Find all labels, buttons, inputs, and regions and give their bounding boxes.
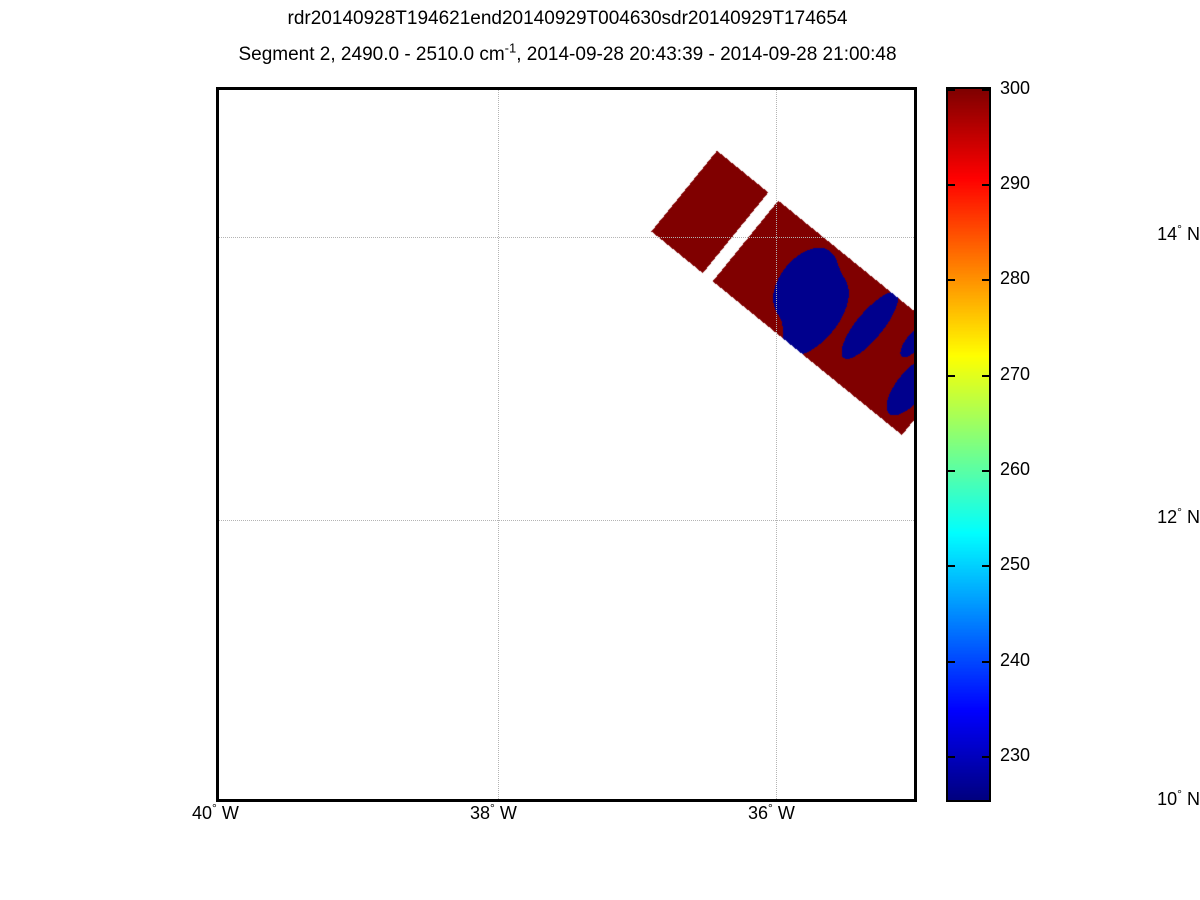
colorbar-tick-260 — [948, 470, 955, 472]
ytick-12n-direction: N — [1187, 507, 1200, 527]
degree-icon: ° — [768, 801, 773, 815]
xtick-38w-number: 38 — [470, 803, 491, 823]
xtick-40w-direction: W — [221, 803, 239, 823]
colorbar-label-230: 230 — [1000, 745, 1031, 765]
colorbar-label-270: 270 — [1000, 364, 1031, 384]
ytick-14n-number: 14 — [1157, 224, 1178, 244]
ytick-12n-number: 12 — [1157, 507, 1178, 527]
colorbar-label-250: 250 — [1000, 554, 1031, 574]
ytick-label-12n: 12° N — [992, 505, 1200, 528]
xtick-label-38w: 38° W — [470, 801, 517, 824]
colorbar-tick-280 — [982, 279, 989, 281]
colorbar-tick-250 — [948, 565, 955, 567]
figure-subtitle: Segment 2, 2490.0 - 2510.0 cm-1, 2014-09… — [0, 40, 1135, 66]
gridline-lon-38w — [498, 90, 499, 799]
colorbar-tick-300 — [982, 89, 989, 91]
ytick-label-10n: 10° N — [992, 787, 1200, 810]
degree-icon: ° — [212, 801, 217, 815]
ytick-10n-number: 10 — [1157, 789, 1178, 809]
xtick-36w-direction: W — [777, 803, 795, 823]
xtick-36w-number: 36 — [748, 803, 769, 823]
colorbar[interactable] — [946, 87, 991, 802]
colorbar-tick-240 — [982, 661, 989, 663]
degree-icon: ° — [490, 801, 495, 815]
colorbar-tick-300 — [948, 89, 955, 91]
colorbar-label-260: 260 — [1000, 459, 1031, 479]
ytick-10n-direction: N — [1187, 789, 1200, 809]
colorbar-tick-240 — [948, 661, 955, 663]
colorbar-tick-290 — [948, 184, 955, 186]
subtitle-text-pre: Segment 2, 2490.0 - 2510.0 cm — [238, 44, 505, 65]
colorbar-tick-270 — [982, 375, 989, 377]
ytick-label-14n: 14° N — [992, 222, 1200, 245]
swath-heatmap-canvas — [219, 90, 914, 799]
xtick-label-36w: 36° W — [748, 801, 795, 824]
colorbar-gradient — [948, 89, 989, 800]
colorbar-label-300: 300 — [1000, 78, 1031, 98]
xtick-40w-number: 40 — [192, 803, 213, 823]
colorbar-label-280: 280 — [1000, 268, 1031, 288]
gridline-lon-36w — [776, 90, 777, 799]
subtitle-text-post: , 2014-09-28 20:43:39 - 2014-09-28 21:00… — [516, 44, 897, 65]
gridline-lat-12n — [219, 520, 914, 521]
colorbar-tick-230 — [982, 756, 989, 758]
colorbar-tick-250 — [982, 565, 989, 567]
degree-icon: ° — [1177, 222, 1182, 236]
colorbar-label-240: 240 — [1000, 650, 1031, 670]
degree-icon: ° — [1177, 505, 1182, 519]
colorbar-tick-260 — [982, 470, 989, 472]
colorbar-tick-270 — [948, 375, 955, 377]
xtick-label-40w: 40° W — [192, 801, 239, 824]
page-title: rdr20140928T194621end20140929T004630sdr2… — [287, 8, 848, 29]
gridline-lat-14n — [219, 237, 914, 238]
colorbar-tick-290 — [982, 184, 989, 186]
ytick-14n-direction: N — [1187, 224, 1200, 244]
colorbar-tick-280 — [948, 279, 955, 281]
degree-icon: ° — [1177, 787, 1182, 801]
colorbar-tick-230 — [948, 756, 955, 758]
colorbar-label-290: 290 — [1000, 173, 1031, 193]
subtitle-superscript: -1 — [504, 40, 517, 56]
xtick-38w-direction: W — [499, 803, 517, 823]
map-plot-area[interactable] — [216, 87, 917, 802]
